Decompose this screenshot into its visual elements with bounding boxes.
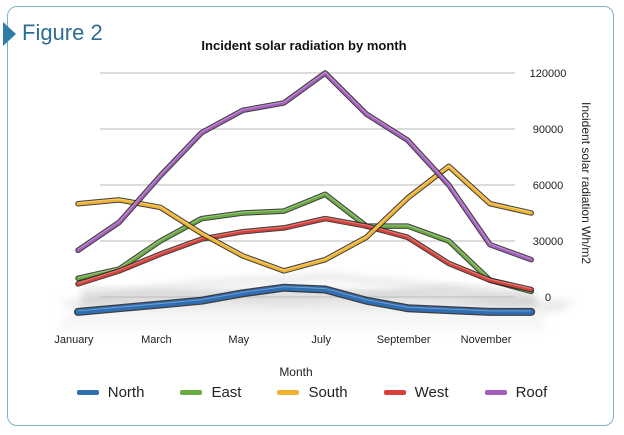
legend-swatch bbox=[180, 390, 203, 395]
legend-label: East bbox=[211, 384, 242, 401]
series-highlight-roof bbox=[77, 71, 532, 260]
legend-item-south: South bbox=[277, 384, 348, 401]
series-line-roof bbox=[76, 71, 533, 262]
legend-label: Roof bbox=[515, 384, 548, 401]
series-line-south bbox=[76, 164, 533, 273]
legend-item-north: North bbox=[76, 384, 145, 401]
legend-item-west: West bbox=[383, 384, 449, 401]
floor-band bbox=[55, 312, 545, 330]
series-highlight-north bbox=[77, 286, 532, 312]
y-tick-label: 60000 bbox=[533, 180, 564, 192]
x-axis-title: Month bbox=[279, 365, 312, 379]
y-tick-labels: 0 30000 60000 90000 120000 bbox=[530, 68, 567, 304]
x-tick-label: May bbox=[228, 334, 249, 346]
legend-swatch bbox=[484, 390, 507, 395]
legend-swatch bbox=[76, 390, 99, 395]
figure-arrow-icon bbox=[3, 22, 16, 46]
x-tick-label: March bbox=[141, 334, 172, 346]
series-line-north bbox=[75, 284, 534, 315]
series-layer bbox=[74, 70, 536, 316]
y-axis-title: Incident solar radiation Wh/m2 bbox=[579, 102, 593, 264]
figure-frame bbox=[7, 6, 614, 426]
x-tick-label: January bbox=[54, 334, 94, 346]
x-tick-label: September bbox=[377, 334, 431, 346]
legend-swatch bbox=[277, 390, 300, 395]
series-line-west bbox=[76, 216, 533, 292]
series-outline-roof bbox=[75, 70, 534, 263]
legend-swatch bbox=[383, 390, 406, 395]
figure-label: Figure 2 bbox=[22, 20, 103, 45]
chart-legend: North East South West Roof bbox=[0, 384, 624, 401]
chart-title: Incident solar radiation by month bbox=[201, 38, 406, 53]
series-shadow-west bbox=[81, 290, 536, 306]
y-tick-label: 120000 bbox=[530, 68, 567, 80]
y-tick-label: 30000 bbox=[533, 236, 564, 248]
legend-label: West bbox=[414, 384, 449, 401]
x-tick-label: November bbox=[461, 334, 512, 346]
y-tick-label: 0 bbox=[545, 292, 551, 304]
x-tick-label: July bbox=[311, 334, 331, 346]
legend-label: South bbox=[308, 384, 348, 401]
y-tick-label: 90000 bbox=[533, 124, 564, 136]
legend-item-east: East bbox=[180, 384, 241, 401]
series-highlight-east bbox=[77, 192, 532, 291]
series-highlight-west bbox=[77, 217, 532, 289]
series-highlight-south bbox=[77, 164, 532, 271]
series-line-east bbox=[76, 192, 533, 294]
legend-item-roof: Roof bbox=[484, 384, 548, 401]
legend-label: North bbox=[107, 384, 145, 401]
series-shadow-roof bbox=[81, 272, 536, 302]
x-tick-labels: January March May July September November bbox=[54, 334, 511, 346]
